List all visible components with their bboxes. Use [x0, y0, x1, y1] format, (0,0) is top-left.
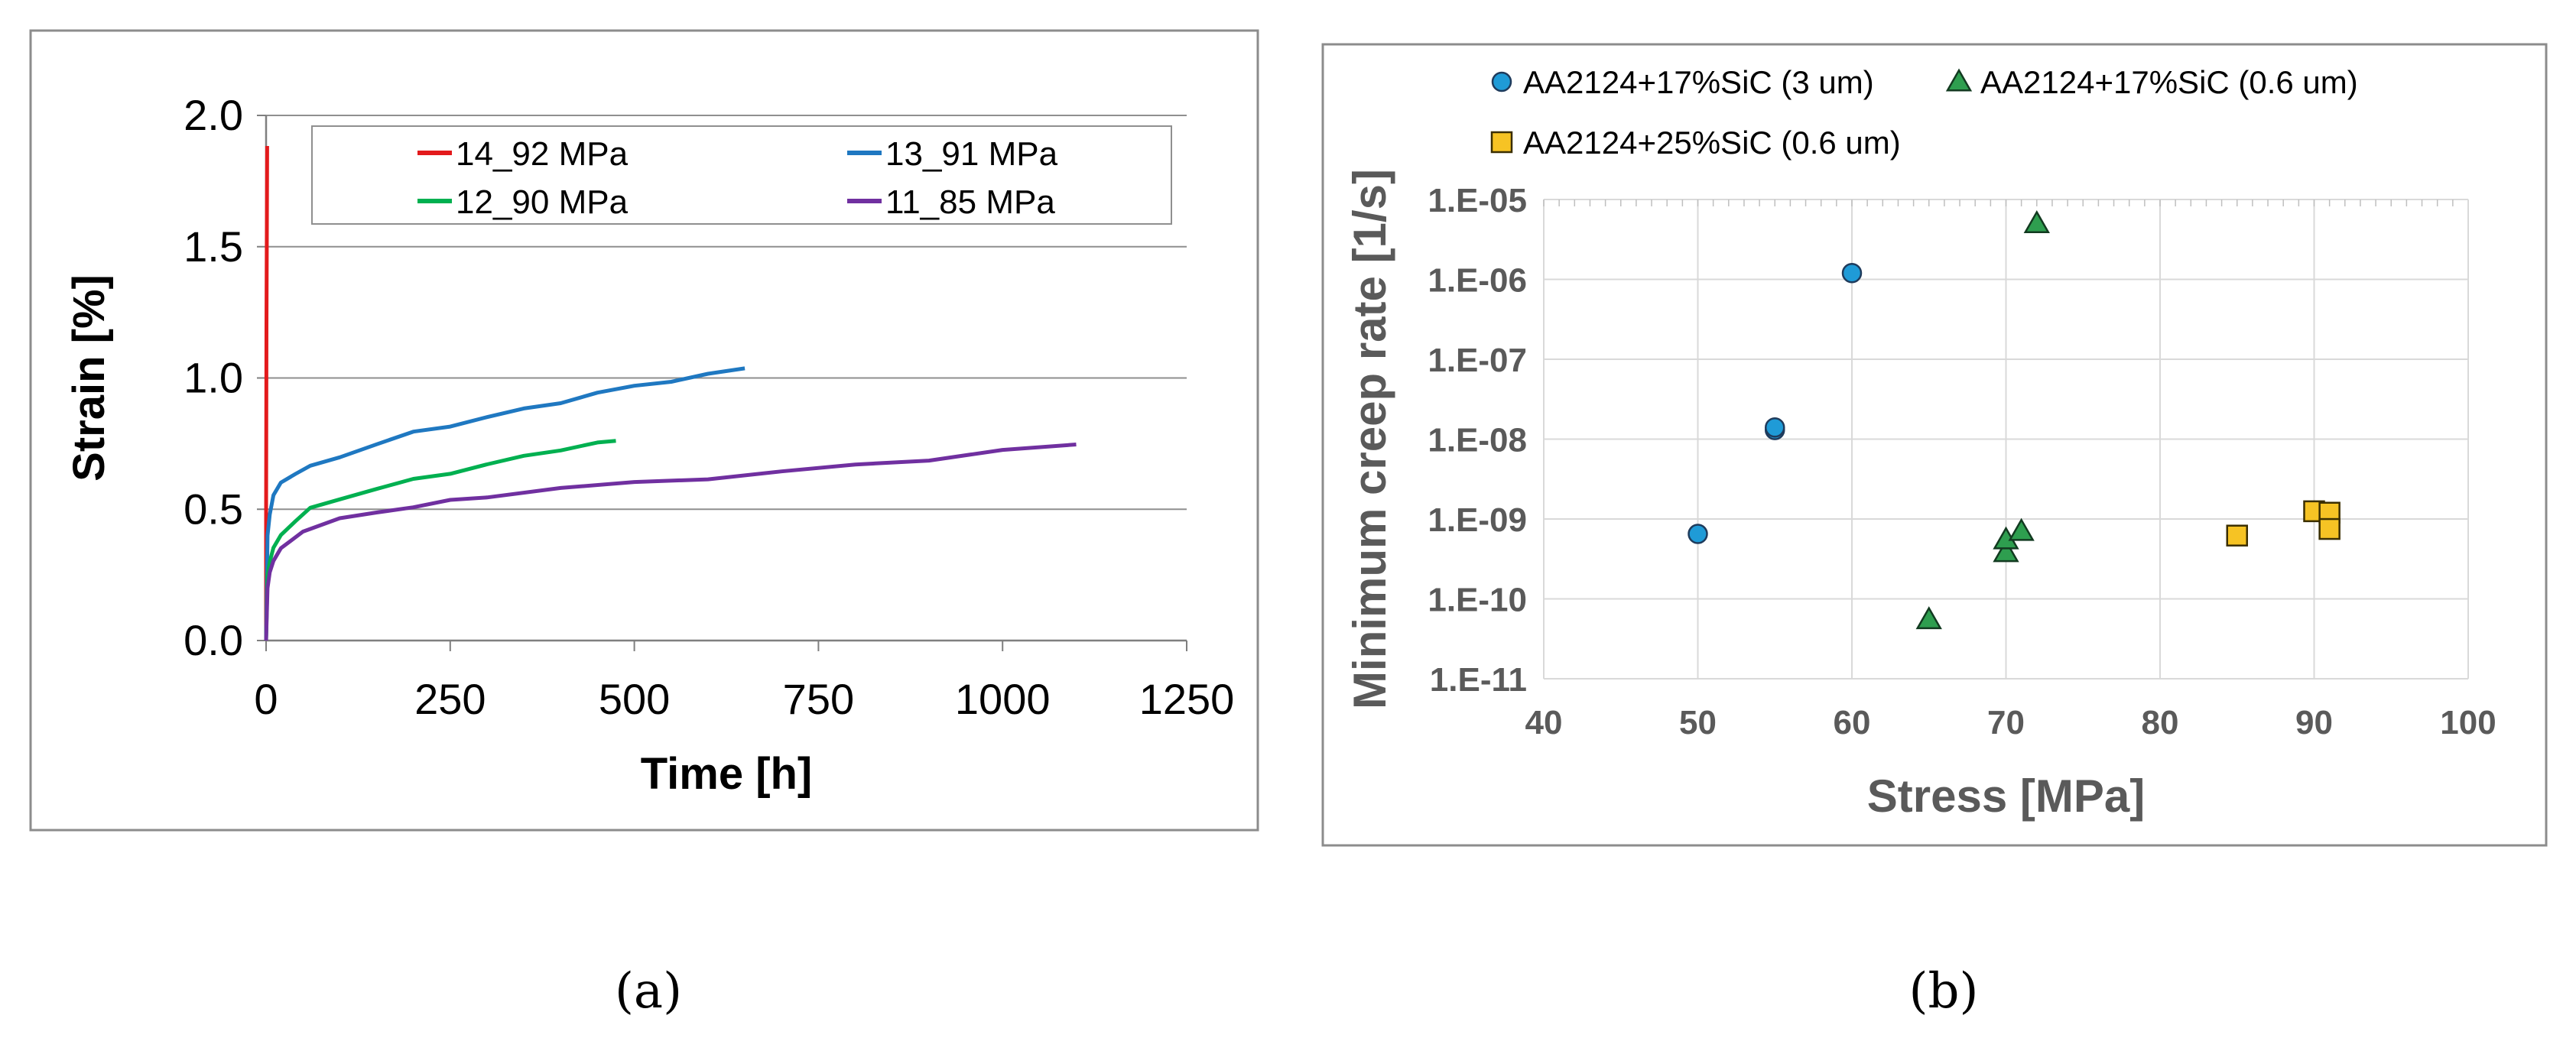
panel-b-axes: 1.E-11 1.E-10 1.E-09 1.E-08 1.E-07 1.E-06 1.E-… — [1344, 169, 2496, 822]
panel-a-series — [264, 145, 1077, 641]
panel-a-axes: 0.0 0.5 1.0 1.5 2.0 0 250 500 750 1000 1250 Time [h… — [64, 91, 1234, 799]
panel-b-legend: AA2124+17%SiC (3 um) AA2124+17%SiC (0.6 u… — [1490, 64, 2358, 161]
b-data-point-square — [2318, 517, 2340, 540]
b-legend-marker — [1945, 68, 1973, 92]
b-legend-marker — [1490, 131, 1513, 154]
a-x-tick-label: 1250 — [1139, 675, 1235, 723]
b-y-tick-label: 1.E-08 — [1428, 422, 1527, 459]
b-data-point-square — [2226, 524, 2248, 547]
a-y-axis-title: Strain [%] — [64, 274, 114, 482]
b-y-tick-label: 1.E-05 — [1428, 182, 1527, 219]
a-legend-label: 14_92 MPa — [456, 135, 629, 173]
a-series-line — [264, 443, 1077, 641]
caption-a: (a) — [615, 963, 682, 1020]
b-x-tick-label: 70 — [1987, 704, 2025, 741]
a-x-tick-label: 1000 — [955, 675, 1051, 723]
b-legend-label: AA2124+17%SiC (0.6 um) — [1980, 64, 2358, 100]
b-legend-label: AA2124+17%SiC (3 um) — [1523, 64, 1874, 100]
panel-b-gridlines — [1543, 199, 2469, 680]
a-x-tick-label: 500 — [599, 675, 670, 723]
b-x-axis-title: Stress [MPa] — [1867, 770, 2145, 822]
b-legend-label: AA2124+25%SiC (0.6 um) — [1523, 125, 1901, 161]
b-y-tick-label: 1.E-11 — [1430, 661, 1527, 699]
b-legend-marker — [1491, 71, 1512, 92]
b-data-point-triangle — [2008, 517, 2035, 541]
panel-b-series — [1688, 209, 2340, 630]
b-data-point-circle — [1688, 524, 1708, 544]
a-y-tick-label: 0.0 — [184, 616, 243, 664]
a-series-line — [264, 439, 616, 641]
b-data-point-triangle — [2023, 209, 2050, 233]
a-legend-label: 12_90 MPa — [456, 183, 629, 221]
b-y-tick-label: 1.E-06 — [1428, 262, 1527, 300]
b-y-axis-title: Minimum creep rate [1/s] — [1344, 169, 1395, 709]
b-y-tick-label: 1.E-09 — [1428, 501, 1527, 539]
b-x-tick-label: 90 — [2295, 704, 2333, 741]
a-y-tick-label: 0.5 — [184, 485, 243, 533]
b-data-point-circle — [1841, 262, 1863, 284]
panel-a-strain-chart: 0.0 0.5 1.0 1.5 2.0 0 250 500 750 1000 1250 Time [h… — [29, 29, 1259, 832]
b-x-tick-label: 60 — [1834, 704, 1871, 741]
a-x-axis-title: Time [h] — [641, 749, 813, 799]
b-data-point-triangle — [1993, 539, 2019, 563]
b-y-tick-label: 1.E-10 — [1428, 582, 1527, 619]
b-x-tick-label: 40 — [1525, 704, 1563, 741]
b-data-point-circle — [1765, 417, 1785, 438]
panel-a-legend: 14_92 MPa 13_91 MPa 12_90 MPa 11_85 MPa — [311, 125, 1172, 225]
b-data-point-triangle — [1915, 606, 1942, 630]
b-x-tick-label: 100 — [2440, 704, 2496, 741]
a-x-tick-label: 0 — [254, 675, 278, 723]
b-y-tick-label: 1.E-07 — [1428, 342, 1527, 379]
panel-b-creep-rate-chart: 1.E-11 1.E-10 1.E-09 1.E-08 1.E-07 1.E-06 1.E-… — [1321, 43, 2548, 847]
a-y-tick-label: 1.0 — [184, 354, 243, 402]
panel-b-frame — [1321, 43, 2548, 847]
a-y-tick-label: 2.0 — [184, 91, 243, 139]
a-y-tick-label: 1.5 — [184, 222, 243, 271]
a-legend-box — [311, 125, 1172, 225]
caption-b: (b) — [1909, 963, 1979, 1020]
a-series-line — [264, 366, 746, 641]
a-legend-label: 11_85 MPa — [885, 183, 1055, 221]
a-x-tick-label: 250 — [414, 675, 486, 723]
a-x-tick-label: 750 — [783, 675, 854, 723]
b-x-tick-label: 50 — [1679, 704, 1717, 741]
b-x-tick-label: 80 — [2142, 704, 2179, 741]
a-legend-label: 13_91 MPa — [885, 135, 1058, 173]
